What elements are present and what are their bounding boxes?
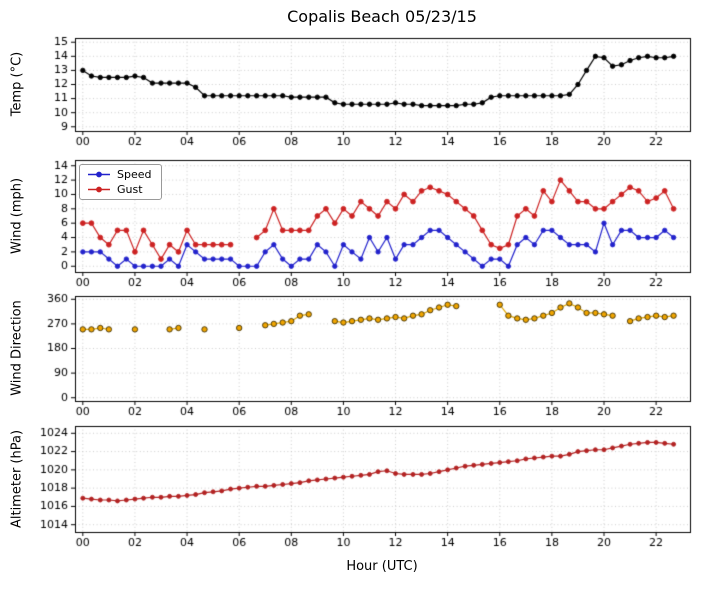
- legend-speed-label: Speed: [117, 168, 152, 181]
- legend-item-speed: Speed: [87, 169, 151, 180]
- chart-title: Copalis Beach 05/23/15: [287, 7, 477, 26]
- altimeter-axis-label: Altimeter (hPa): [9, 429, 25, 529]
- direction-axis-label: Wind Direction: [9, 300, 25, 396]
- legend-gust-label: Gust: [117, 183, 143, 196]
- wind-legend: Speed Gust: [79, 164, 163, 200]
- speed-line-icon: [88, 171, 110, 178]
- legend-item-gust: Gust: [87, 184, 151, 195]
- wind-axis-label: Wind (mph): [9, 177, 25, 255]
- temp-axis-label: Temp (°C): [9, 51, 25, 117]
- x-axis-label: Hour (UTC): [346, 559, 418, 574]
- gust-line-icon: [88, 186, 110, 193]
